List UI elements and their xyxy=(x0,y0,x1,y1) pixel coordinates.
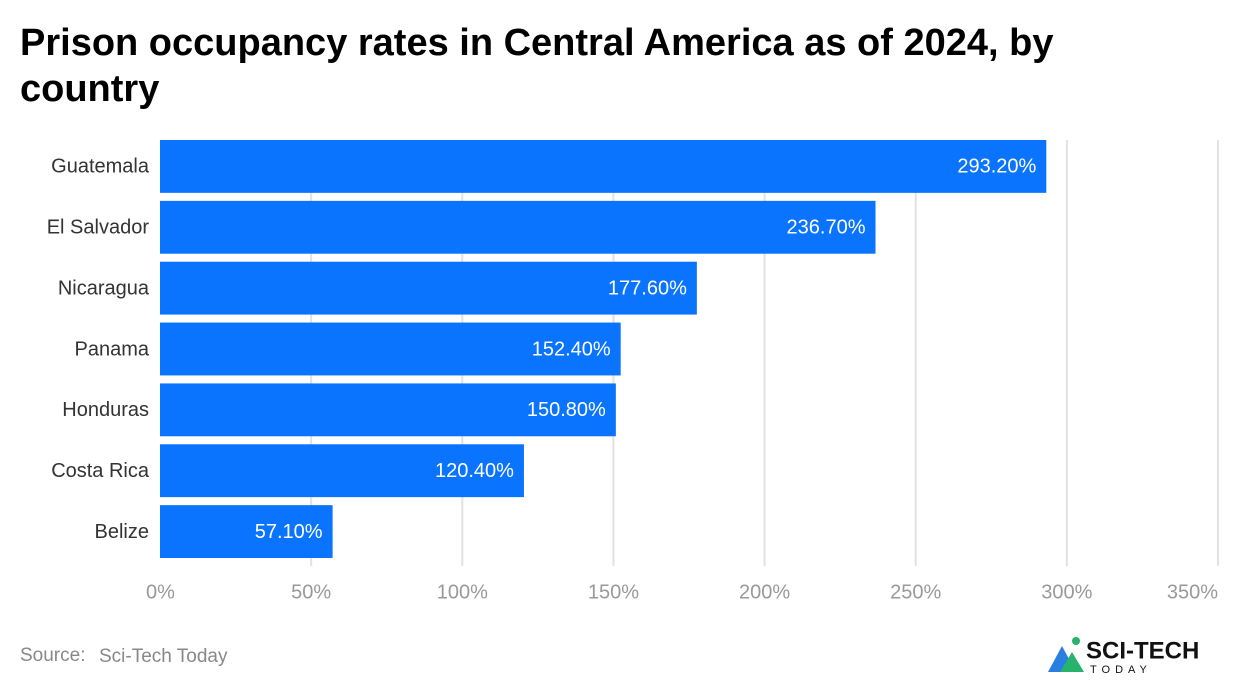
value-label: 177.60% xyxy=(608,277,687,299)
value-label: 152.40% xyxy=(532,338,611,360)
x-tick-label: 200% xyxy=(739,581,790,603)
y-tick-label: El Salvador xyxy=(47,217,150,239)
logo-icon xyxy=(1072,637,1080,645)
x-tick-label: 100% xyxy=(437,581,488,603)
x-tick-label: 350% xyxy=(1167,581,1218,603)
chart-title: Prison occupancy rates in Central Americ… xyxy=(20,22,1054,110)
bar xyxy=(160,505,333,558)
bar xyxy=(160,383,616,437)
logo: SCI-TECH TODAY xyxy=(1048,637,1199,676)
y-tick-label: Honduras xyxy=(62,399,149,421)
source: Sci-Tech Today xyxy=(99,646,228,667)
bar xyxy=(160,261,697,315)
x-tick-label: 0% xyxy=(146,581,175,603)
value-label: 57.10% xyxy=(255,521,323,543)
x-tick-label: 150% xyxy=(588,581,639,603)
x-tick-label: 250% xyxy=(890,581,941,603)
y-tick-label: Panama xyxy=(75,338,150,360)
bar xyxy=(160,140,1047,193)
bar xyxy=(160,200,876,254)
logo-text: SCI-TECH xyxy=(1086,637,1199,664)
y-tick-label: Belize xyxy=(95,521,149,543)
y-tick-label: Costa Rica xyxy=(51,460,150,482)
y-tick-label: Nicaragua xyxy=(58,277,150,299)
value-label: 236.70% xyxy=(787,217,866,239)
y-tick-label: Guatemala xyxy=(51,156,150,178)
value-label: 150.80% xyxy=(527,399,606,421)
logo-icon xyxy=(1060,652,1084,672)
x-tick-label: 50% xyxy=(291,581,331,603)
x-tick-label: 300% xyxy=(1041,581,1092,603)
value-label: 120.40% xyxy=(435,460,514,482)
bar xyxy=(160,444,524,498)
source-label: Source: xyxy=(20,645,85,666)
bar xyxy=(160,322,621,376)
value-label: 293.20% xyxy=(957,156,1036,178)
logo-subtext: TODAY xyxy=(1090,664,1152,676)
